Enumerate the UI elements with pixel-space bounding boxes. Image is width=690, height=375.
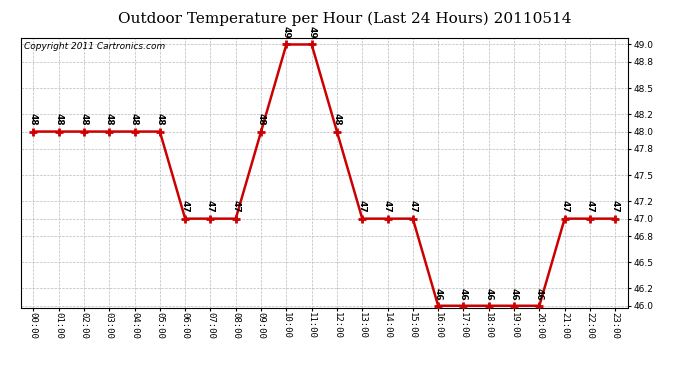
Text: 46: 46 [509, 288, 519, 300]
Text: 47: 47 [206, 200, 215, 213]
Text: Copyright 2011 Cartronics.com: Copyright 2011 Cartronics.com [23, 42, 165, 51]
Text: 48: 48 [105, 113, 114, 126]
Text: 49: 49 [282, 26, 291, 39]
Text: 48: 48 [29, 113, 38, 126]
Text: 47: 47 [611, 200, 620, 213]
Text: 47: 47 [181, 200, 190, 213]
Text: 46: 46 [484, 288, 493, 300]
Text: 47: 47 [585, 200, 595, 213]
Text: 48: 48 [54, 113, 63, 126]
Text: 46: 46 [459, 288, 468, 300]
Text: 46: 46 [535, 288, 544, 300]
Text: 48: 48 [257, 113, 266, 126]
Text: 47: 47 [560, 200, 569, 213]
Text: 48: 48 [155, 113, 164, 126]
Text: 48: 48 [333, 113, 342, 126]
Text: 47: 47 [357, 200, 367, 213]
Text: 47: 47 [231, 200, 240, 213]
Text: 47: 47 [383, 200, 392, 213]
Text: 46: 46 [433, 288, 443, 300]
Text: 48: 48 [79, 113, 88, 126]
Text: 47: 47 [408, 200, 417, 213]
Text: Outdoor Temperature per Hour (Last 24 Hours) 20110514: Outdoor Temperature per Hour (Last 24 Ho… [118, 11, 572, 26]
Text: 48: 48 [130, 113, 139, 126]
Text: 49: 49 [307, 26, 316, 39]
